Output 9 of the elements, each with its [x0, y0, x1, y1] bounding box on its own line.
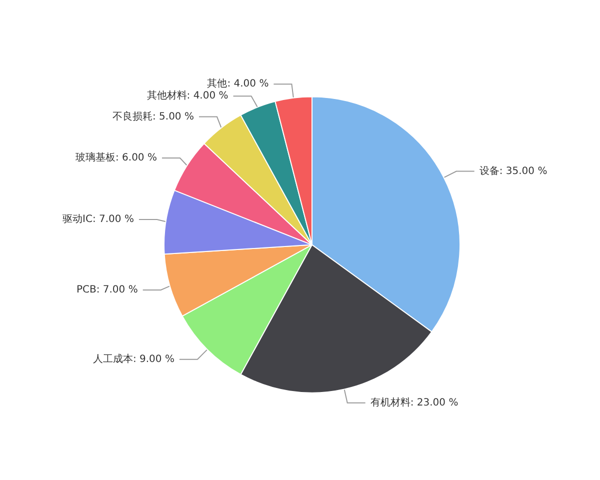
slice-label: 驱动IC: 7.00 % [62, 214, 134, 225]
slice-label: 玻璃基板: 6.00 % [75, 151, 157, 164]
slice-label: 有机材料: 23.00 % [370, 396, 458, 408]
slice-label: PCB: 7.00 % [76, 284, 138, 296]
slice-label: 其他: 4.00 % [207, 78, 269, 90]
slice-label: 人工成本: 9.00 % [92, 352, 174, 365]
slice-label: 其他材料: 4.00 % [146, 90, 228, 102]
slice-label: 设备: 35.00 % [479, 164, 548, 177]
slice-label: 不良损耗: 5.00 % [112, 110, 194, 122]
